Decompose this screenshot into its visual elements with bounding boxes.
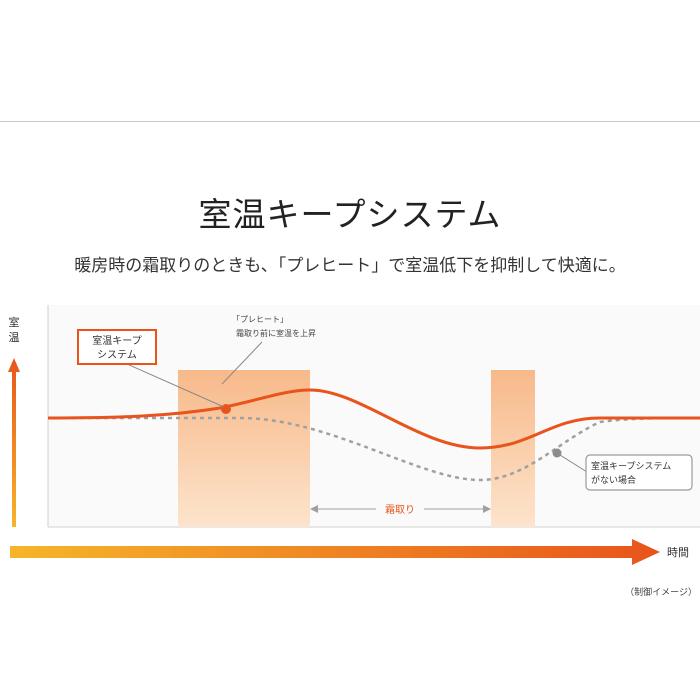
preheat-leader: [221, 341, 263, 385]
keep-system-curve: [47, 388, 700, 450]
preheat-label-line2: 霜取り前に室温を上昇: [236, 328, 316, 338]
keep-system-callout-line1: 室温キープ: [92, 334, 141, 347]
defrost-end-band: [491, 370, 535, 527]
preheat-band: [178, 370, 310, 527]
keep-system-callout-box: [77, 329, 157, 365]
y-axis-arrow: [8, 358, 20, 527]
x-axis-label: 時間: [667, 546, 689, 559]
defrost-label: 霜取り: [385, 504, 415, 516]
no-system-marker: [552, 448, 562, 458]
no-system-callout-line1: 室温キープシステム: [591, 460, 671, 472]
keep-system-leader: [117, 359, 225, 408]
keep-system-marker: [221, 404, 231, 414]
preheat-label-line1: 「プレヒート」: [232, 315, 288, 324]
room-temperature-diagram: 室 温 時間 室温キープ システム 「プレヒート」 霜取り前に室温を上昇 霜取り…: [8, 305, 700, 598]
no-system-callout-line2: がない場合: [591, 474, 636, 486]
diagram-caption: （制御イメージ）: [625, 586, 697, 598]
x-axis-arrow: [10, 539, 660, 565]
top-divider: [0, 121, 700, 122]
y-axis-label-1: 室: [9, 315, 20, 329]
no-system-leader: [559, 454, 588, 473]
defrost-label-bg: [376, 500, 424, 518]
defrost-span-arrow-left: [310, 505, 318, 513]
no-system-callout-box: [585, 454, 693, 491]
y-axis-label-2: 温: [9, 331, 20, 344]
page-title: 室温キープシステム: [198, 195, 502, 234]
page-subtitle: 暖房時の霜取りのときも、「プレヒート」で室温低下を抑制して快適に。: [74, 256, 626, 276]
defrost-span-arrow-right: [483, 505, 491, 513]
keep-system-callout-line2: システム: [97, 349, 137, 361]
